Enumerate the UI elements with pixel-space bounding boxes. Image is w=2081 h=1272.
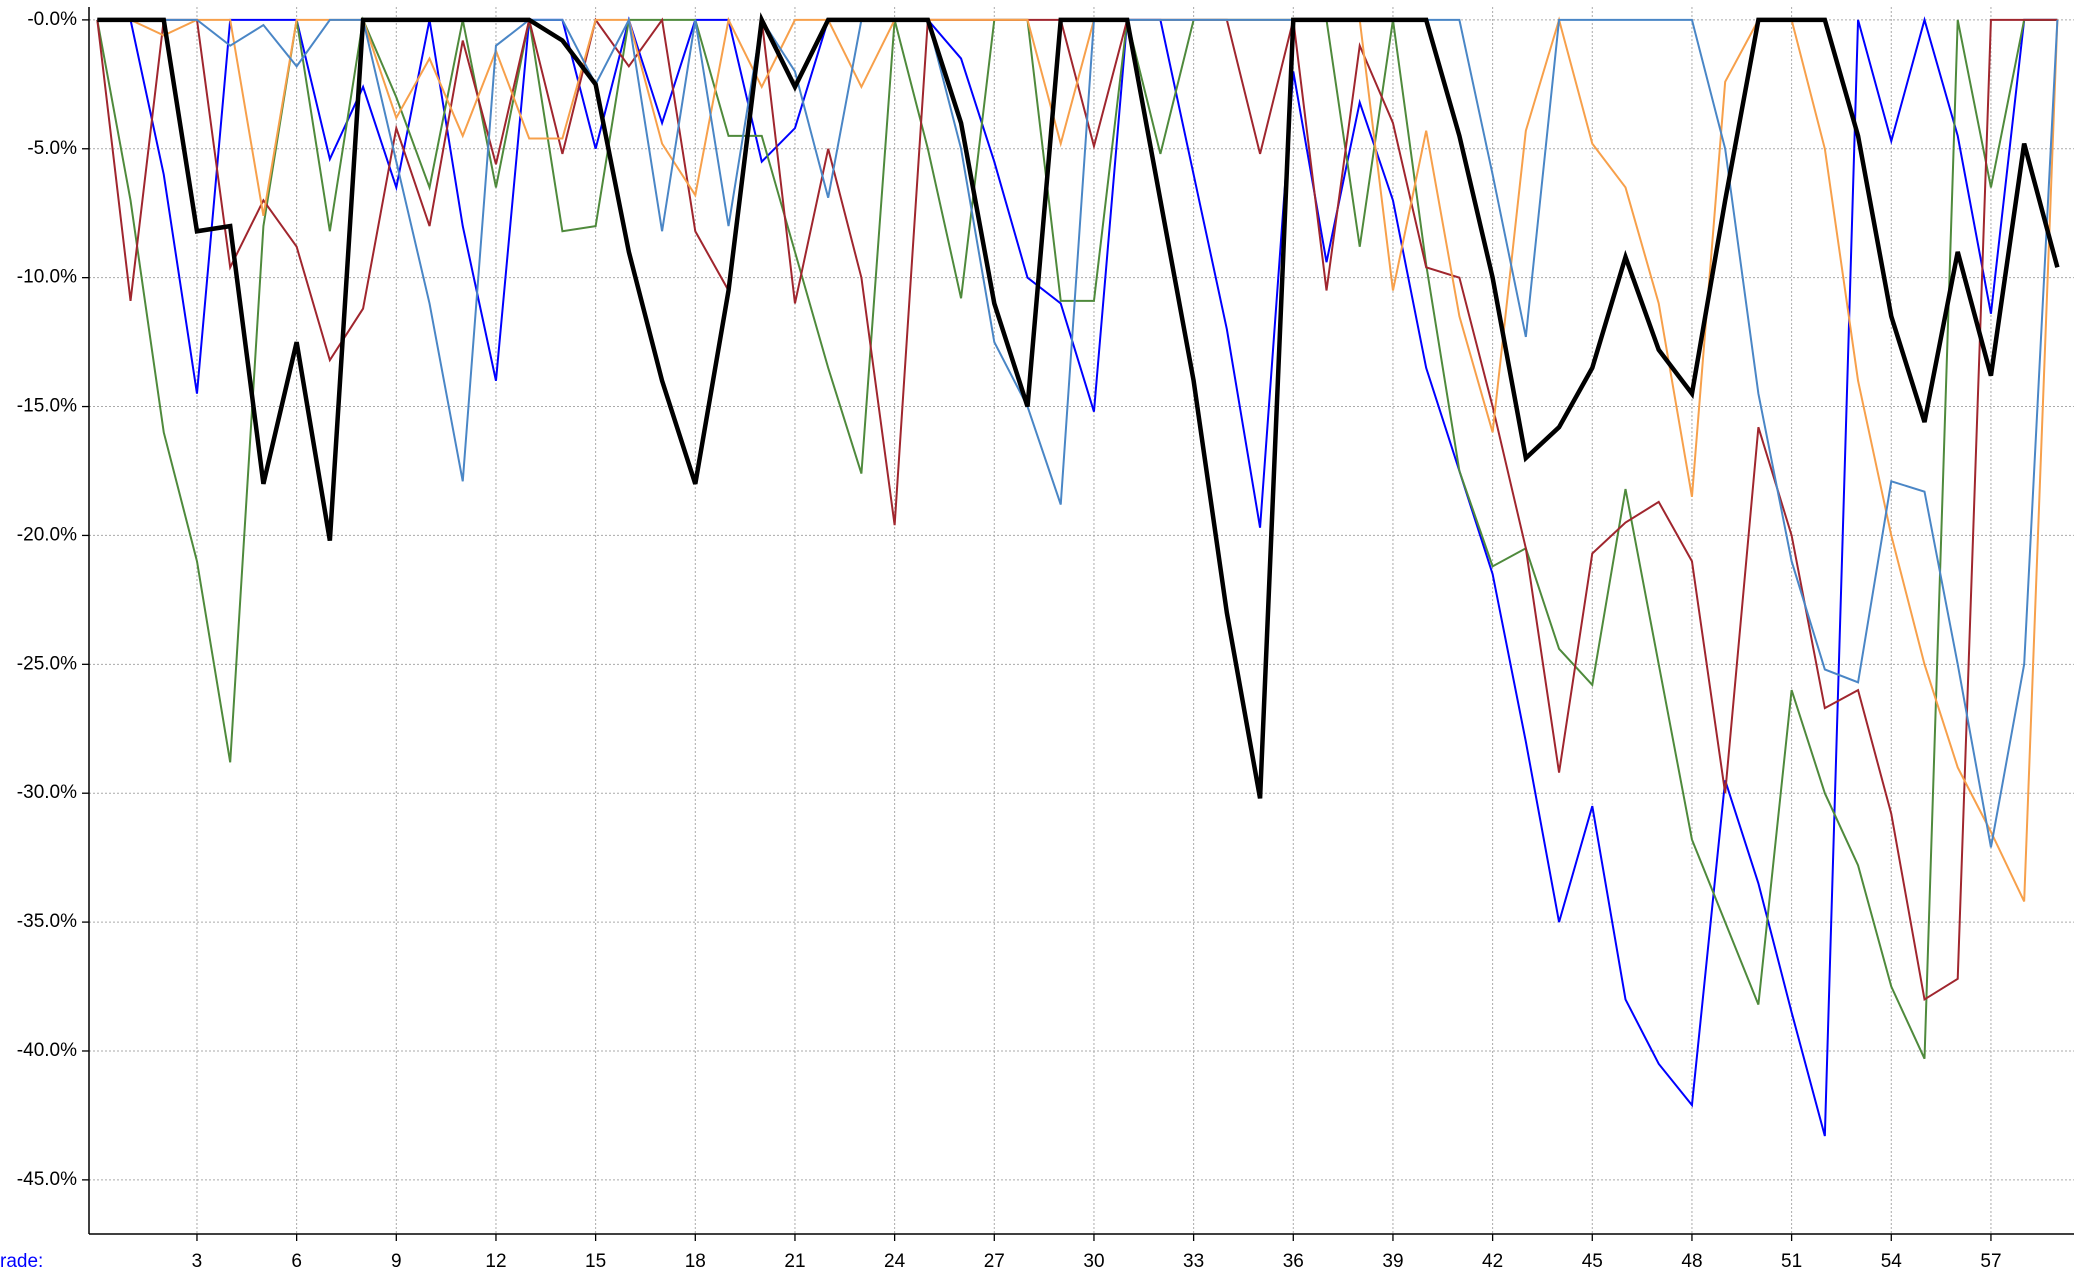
x-tick-label: 12: [485, 1251, 506, 1272]
y-tick-label: -5.0%: [27, 138, 77, 159]
x-tick-label: 24: [884, 1251, 906, 1272]
x-tick-label: 48: [1681, 1251, 1702, 1272]
series-line: [96, 16, 2058, 1060]
x-tick-label: 18: [685, 1251, 706, 1272]
x-axis-label: rade:: [0, 1251, 43, 1272]
x-tick-label: 33: [1183, 1251, 1204, 1272]
series-line: [97, 12, 2060, 799]
x-tick-label: 15: [585, 1251, 606, 1272]
y-tick-label: -45.0%: [17, 1169, 77, 1190]
x-tick-label: 27: [984, 1251, 1005, 1272]
x-tick-label: 30: [1083, 1251, 1104, 1272]
x-tick-label: 3: [192, 1251, 203, 1272]
y-tick-label: -20.0%: [17, 524, 77, 545]
x-tick-label: 45: [1582, 1251, 1603, 1272]
series-line: [97, 16, 2059, 848]
x-tick-label: 9: [391, 1251, 402, 1272]
y-tick-label: -25.0%: [17, 653, 77, 674]
series-line: [96, 17, 2058, 1002]
x-tick-label: 51: [1781, 1251, 1802, 1272]
x-tick-label: 42: [1482, 1251, 1503, 1272]
y-tick-label: -30.0%: [17, 782, 77, 803]
x-tick-label: 54: [1881, 1251, 1903, 1272]
y-tick-label: -0.0%: [27, 9, 77, 30]
y-tick-label: -40.0%: [17, 1040, 77, 1061]
x-tick-label: 6: [291, 1251, 302, 1272]
y-tick-label: -35.0%: [17, 911, 77, 932]
y-tick-label: -10.0%: [17, 267, 77, 288]
x-tick-label: 57: [1980, 1251, 2001, 1272]
x-tick-label: 21: [784, 1251, 805, 1272]
series-line: [97, 16, 2058, 1137]
x-tick-label: 39: [1382, 1251, 1403, 1272]
x-tick-label: 36: [1283, 1251, 1304, 1272]
y-tick-label: -15.0%: [17, 396, 77, 417]
series-line: [97, 16, 2059, 902]
